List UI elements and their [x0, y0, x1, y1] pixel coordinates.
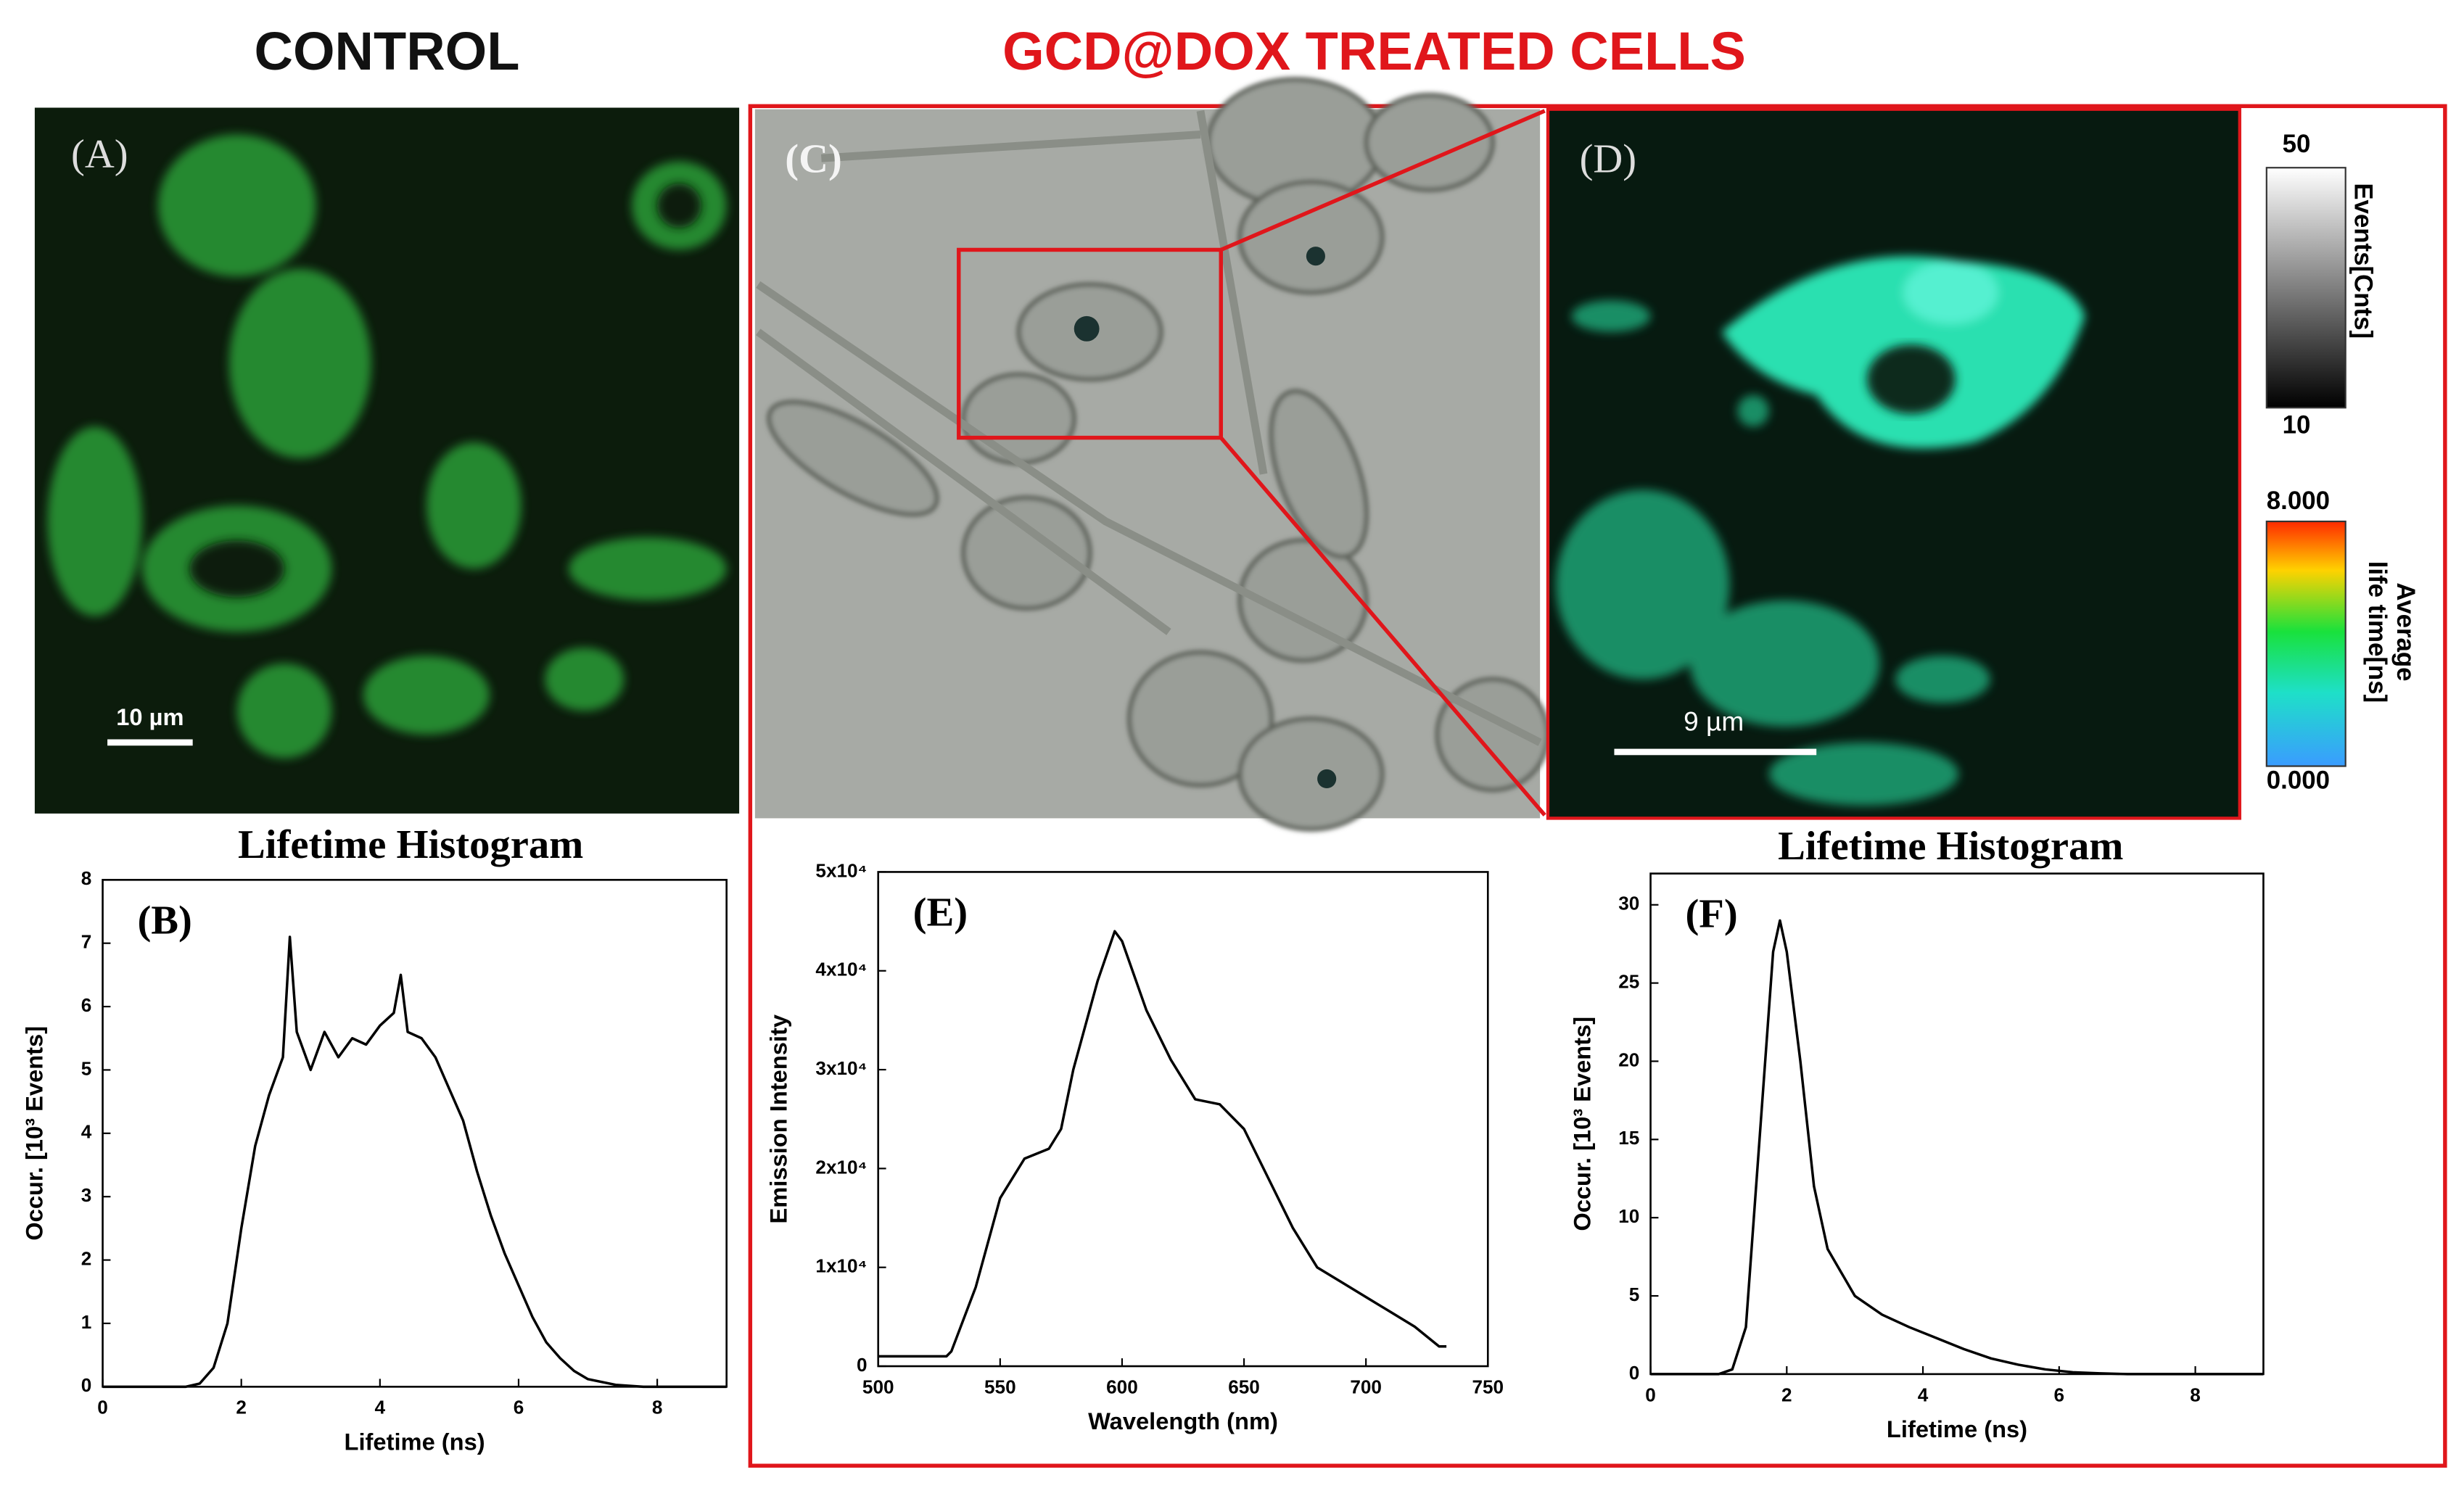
plot-frame: [102, 879, 728, 1388]
x-tick-label: 2: [236, 1397, 247, 1418]
y-tick-label: 2x10⁴: [815, 1156, 867, 1178]
x-tick-label: 8: [652, 1397, 663, 1418]
colorbar-title: Events[Cnts]: [2349, 183, 2377, 339]
y-tick-label: 15: [1618, 1127, 1639, 1149]
data-line: [878, 930, 1447, 1358]
x-tick-label: 8: [2190, 1384, 2201, 1405]
scale-bar-label: 10 µm: [116, 703, 184, 730]
panel-label: (B): [137, 898, 191, 943]
x-axis-label: Lifetime (ns): [1887, 1416, 2027, 1442]
panel-label: (A): [71, 132, 128, 177]
x-tick-label: 6: [514, 1397, 524, 1418]
colorbar-label: 0.000: [2267, 766, 2330, 795]
panel-label: (C): [785, 137, 842, 182]
y-tick-label: 3: [81, 1184, 92, 1206]
x-axis-label: Lifetime (ns): [345, 1428, 485, 1455]
data-line: [102, 935, 727, 1389]
chart-title: Lifetime Histogram: [1778, 824, 2123, 869]
colorbar-title: Average: [2391, 582, 2420, 681]
micrograph-d: [1546, 107, 2241, 820]
y-tick-label: 8: [81, 867, 92, 889]
colorbar: [2265, 167, 2346, 409]
micrograph-a: [34, 107, 740, 814]
colorbar-label: 10: [2283, 411, 2311, 439]
y-tick-label: 5x10⁴: [815, 859, 867, 881]
plot-frame: [877, 871, 1489, 1368]
y-tick-label: 1x10⁴: [815, 1255, 867, 1277]
x-tick-label: 650: [1228, 1376, 1260, 1397]
y-tick-label: 30: [1618, 893, 1639, 914]
y-tick-label: 0: [857, 1354, 868, 1376]
y-axis-label: Occur. [10³ Events]: [21, 1026, 48, 1241]
y-tick-label: 5: [81, 1057, 92, 1079]
data-line: [1650, 919, 2264, 1376]
heading: CONTROL: [255, 21, 520, 81]
x-tick-label: 2: [1781, 1384, 1792, 1405]
y-axis-label: Emission Intensity: [765, 1014, 791, 1224]
x-tick-label: 750: [1472, 1376, 1504, 1397]
y-tick-label: 20: [1618, 1049, 1639, 1070]
panel-label: (E): [913, 890, 968, 935]
x-tick-label: 6: [2054, 1384, 2065, 1405]
y-tick-label: 3x10⁴: [815, 1057, 867, 1079]
x-tick-label: 0: [97, 1397, 108, 1418]
y-tick-label: 0: [1629, 1362, 1640, 1384]
y-tick-label: 5: [1629, 1284, 1640, 1305]
heading: GCD@DOX TREATED CELLS: [1002, 21, 1746, 81]
micrograph-c: [754, 77, 1551, 832]
y-axis-label: Occur. [10³ Events]: [1569, 1017, 1596, 1231]
x-tick-label: 0: [1645, 1384, 1656, 1405]
x-tick-label: 600: [1106, 1376, 1138, 1397]
x-tick-label: 500: [862, 1376, 894, 1397]
colorbar-label: 8.000: [2267, 487, 2330, 515]
y-tick-label: 0: [81, 1374, 92, 1396]
colorbar-label: 50: [2283, 130, 2311, 158]
frame: [748, 104, 2447, 1468]
colorbar-title: life time[ns]: [2363, 561, 2391, 703]
panel-label: (D): [1580, 137, 1637, 182]
x-tick-label: 550: [984, 1376, 1016, 1397]
x-tick-label: 4: [375, 1397, 386, 1418]
x-tick-label: 4: [1918, 1384, 1929, 1405]
y-tick-label: 4: [81, 1121, 92, 1143]
scale-bar-label: 9 µm: [1684, 706, 1744, 737]
y-tick-label: 6: [81, 994, 92, 1016]
y-tick-label: 7: [81, 931, 92, 953]
panel-label: (F): [1685, 892, 1737, 937]
chart-title: Lifetime Histogram: [238, 822, 583, 867]
y-tick-label: 4x10⁴: [815, 959, 867, 980]
y-tick-label: 2: [81, 1247, 92, 1269]
x-tick-label: 700: [1350, 1376, 1382, 1397]
y-tick-label: 25: [1618, 971, 1639, 993]
colorbar: [2265, 520, 2346, 767]
y-tick-label: 1: [81, 1311, 92, 1333]
plot-frame: [1649, 872, 2265, 1376]
y-tick-label: 10: [1618, 1205, 1639, 1227]
x-axis-label: Wavelength (nm): [1088, 1408, 1278, 1434]
